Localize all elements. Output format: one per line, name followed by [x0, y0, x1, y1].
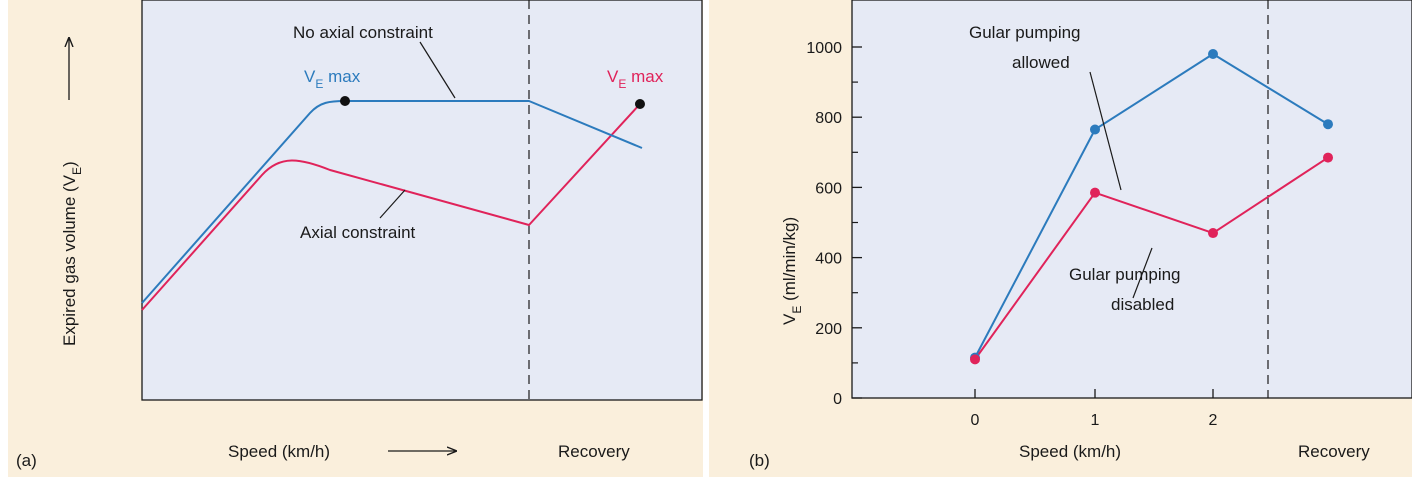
panel-a-blue-max-label: VE max: [304, 67, 361, 91]
panel-b-series-disabled-line: [974, 156, 1329, 360]
panel-b-x-tick-label: 0: [971, 412, 980, 429]
panel-a-blue-leader-line: [419, 41, 456, 99]
panel-a-label: (a): [16, 451, 37, 470]
panel-b-y-tick-label: 0: [833, 391, 842, 408]
panel-b-legend-allowed-line1: Gular pumping: [969, 23, 1081, 42]
panel-b-disabled-point: [970, 354, 980, 365]
panel-a-legend-axial-constraint: Axial constraint: [300, 223, 416, 242]
panel-a-series-axial-constraint-line: [141, 103, 641, 311]
panel-a-red-max-point: [635, 99, 645, 109]
panel-b-axes: 0 200 400 600 800 1000 0 1 2: [806, 40, 1217, 429]
panel-b-x-tick-label: 1: [1091, 412, 1100, 429]
panel-b-y-tick-label: 600: [815, 180, 842, 197]
panel-a-legend-no-axial-constraint: No axial constraint: [293, 23, 433, 42]
panel-b-blue-leader-line: [1089, 71, 1122, 191]
panel-b-legend-allowed-line2: allowed: [1012, 53, 1070, 72]
panel-a-blue-max-point: [340, 96, 350, 106]
panel-b-disabled-point: [1208, 228, 1218, 239]
panel-b-label: (b): [749, 451, 770, 470]
panel-b-legend-disabled-line1: Gular pumping: [1069, 265, 1181, 284]
panel-b-y-tick-label: 200: [815, 321, 842, 338]
panel-b-allowed-point: [1323, 119, 1333, 130]
panel-b-y-tick-label: 400: [815, 251, 842, 268]
panel-b-disabled-point: [1090, 187, 1100, 198]
panel-b-legend-disabled-line2: disabled: [1111, 295, 1174, 314]
panel-b-allowed-point: [1090, 124, 1100, 135]
panel-b-x-axis-label: Speed (km/h): [1019, 442, 1121, 461]
panel-a-recovery-label: Recovery: [558, 442, 630, 461]
panel-b-x-tick-label: 2: [1209, 412, 1218, 429]
panel-b-y-tick-label: 800: [815, 110, 842, 127]
panel-a-y-axis-label: Expired gas volume (VE): [60, 161, 84, 346]
panel-a-red-leader-line: [379, 189, 406, 219]
panel-a-x-axis-label: Speed (km/h): [228, 442, 330, 461]
panel-b-disabled-point: [1323, 152, 1333, 163]
panel-b: 0 200 400 600 800 1000 0 1 2 Gular pumping allow…: [709, 0, 1412, 477]
panel-b-y-axis-label: VE (ml/min/kg): [780, 217, 804, 325]
panel-a: No axial constraint Axial constraint VE …: [8, 0, 703, 477]
panel-b-y-tick-label: 1000: [806, 40, 842, 57]
panel-a-plot-area: [141, 0, 703, 401]
panel-b-series-layer: [970, 49, 1333, 365]
panel-a-red-max-label: VE max: [607, 67, 664, 91]
panel-b-plot-area: [851, 0, 1412, 399]
panel-b-series-allowed-line: [974, 53, 1329, 359]
panel-b-red-leader-line: [1132, 247, 1153, 299]
panel-b-allowed-point: [1208, 49, 1218, 60]
panel-b-recovery-label: Recovery: [1298, 442, 1370, 461]
